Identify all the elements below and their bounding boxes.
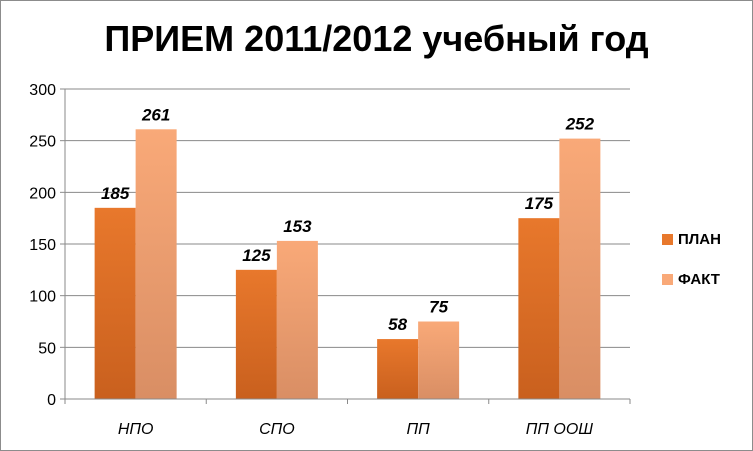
y-tick-label: 100 <box>29 289 56 306</box>
legend-item-fact: ФАКТ <box>662 270 721 288</box>
data-label: 153 <box>283 217 312 236</box>
data-label: 125 <box>242 246 271 265</box>
y-tick-label: 0 <box>47 392 56 409</box>
data-label: 261 <box>141 105 170 124</box>
y-tick-label: 150 <box>29 237 56 254</box>
x-tick-label: СПО <box>259 421 295 438</box>
bar-plan <box>235 269 277 399</box>
bar-fact <box>135 129 177 400</box>
y-tick-label: 250 <box>29 134 56 151</box>
bar-plan <box>94 207 136 399</box>
bar-plan <box>377 339 419 399</box>
y-tick-label: 300 <box>29 82 56 99</box>
bar-fact <box>276 240 318 399</box>
data-label: 75 <box>429 298 448 317</box>
legend: ПЛАН ФАКТ <box>662 230 721 310</box>
bar-fact <box>418 321 460 399</box>
legend-label-plan: ПЛАН <box>678 230 721 248</box>
bar-plan <box>518 218 560 399</box>
y-tick-label: 50 <box>38 340 56 357</box>
data-label: 252 <box>565 115 595 134</box>
legend-label-fact: ФАКТ <box>678 270 720 288</box>
x-tick-label: НПО <box>118 421 154 438</box>
y-tick-label: 200 <box>29 185 56 202</box>
bar-fact <box>559 138 601 399</box>
legend-item-plan: ПЛАН <box>662 230 721 248</box>
chart-title: ПРИЕМ 2011/2012 учебный год <box>104 18 649 59</box>
data-label: 175 <box>525 194 554 213</box>
legend-swatch-fact <box>662 273 673 285</box>
x-tick-label: ПП ООШ <box>526 421 594 438</box>
data-label: 58 <box>388 315 407 334</box>
x-tick-label: ПП <box>407 421 431 438</box>
data-label: 185 <box>101 184 130 203</box>
legend-swatch-plan <box>662 233 673 245</box>
